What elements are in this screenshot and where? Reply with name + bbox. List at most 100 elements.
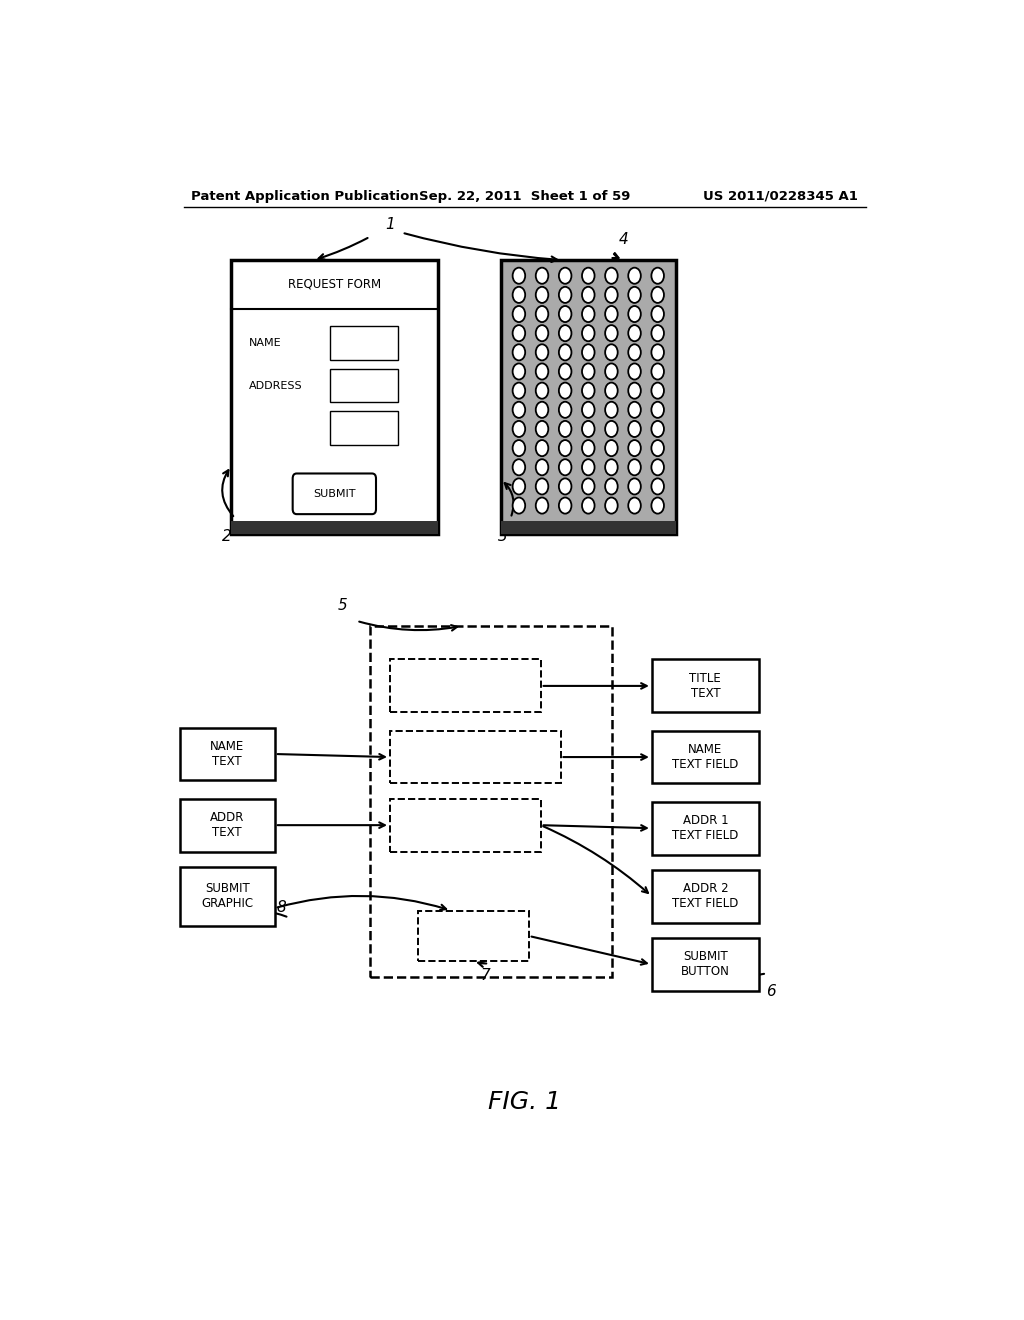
FancyBboxPatch shape <box>652 731 759 784</box>
FancyBboxPatch shape <box>231 260 437 535</box>
Circle shape <box>605 421 617 437</box>
Circle shape <box>536 459 548 475</box>
Circle shape <box>582 401 595 418</box>
Circle shape <box>605 383 617 399</box>
Text: ADDR 1
TEXT FIELD: ADDR 1 TEXT FIELD <box>672 814 738 842</box>
FancyBboxPatch shape <box>652 870 759 923</box>
Text: NAME: NAME <box>249 338 282 348</box>
Circle shape <box>605 401 617 418</box>
Text: ADDRESS: ADDRESS <box>249 380 302 391</box>
Circle shape <box>605 286 617 302</box>
Circle shape <box>513 459 525 475</box>
Circle shape <box>513 383 525 399</box>
Circle shape <box>559 345 571 360</box>
FancyBboxPatch shape <box>652 801 759 854</box>
Circle shape <box>605 345 617 360</box>
Circle shape <box>559 325 571 342</box>
Circle shape <box>629 268 641 284</box>
Circle shape <box>629 325 641 342</box>
Circle shape <box>605 459 617 475</box>
Circle shape <box>559 268 571 284</box>
Circle shape <box>582 498 595 513</box>
Circle shape <box>629 421 641 437</box>
FancyBboxPatch shape <box>501 521 676 535</box>
Circle shape <box>651 286 664 302</box>
Circle shape <box>513 306 525 322</box>
Text: SUBMIT
BUTTON: SUBMIT BUTTON <box>681 950 730 978</box>
Circle shape <box>582 286 595 302</box>
Circle shape <box>651 498 664 513</box>
Circle shape <box>582 421 595 437</box>
Circle shape <box>582 440 595 457</box>
Text: 2: 2 <box>222 529 232 544</box>
FancyBboxPatch shape <box>652 660 759 713</box>
Circle shape <box>559 498 571 513</box>
Circle shape <box>582 363 595 380</box>
Circle shape <box>536 363 548 380</box>
Circle shape <box>651 325 664 342</box>
Circle shape <box>536 440 548 457</box>
Circle shape <box>605 363 617 380</box>
Circle shape <box>536 421 548 437</box>
Text: REQUEST FORM: REQUEST FORM <box>288 279 381 290</box>
Text: SUBMIT
GRAPHIC: SUBMIT GRAPHIC <box>201 882 253 911</box>
FancyBboxPatch shape <box>331 368 397 403</box>
Circle shape <box>582 268 595 284</box>
Text: 1: 1 <box>385 216 395 232</box>
Circle shape <box>651 268 664 284</box>
FancyBboxPatch shape <box>293 474 376 515</box>
FancyBboxPatch shape <box>179 727 274 780</box>
Circle shape <box>559 478 571 495</box>
Circle shape <box>629 498 641 513</box>
Circle shape <box>629 306 641 322</box>
Circle shape <box>651 440 664 457</box>
FancyBboxPatch shape <box>331 412 397 445</box>
Circle shape <box>513 498 525 513</box>
FancyBboxPatch shape <box>179 867 274 925</box>
Circle shape <box>582 306 595 322</box>
Circle shape <box>629 383 641 399</box>
FancyBboxPatch shape <box>179 799 274 851</box>
Circle shape <box>629 345 641 360</box>
Circle shape <box>605 498 617 513</box>
Circle shape <box>536 306 548 322</box>
Circle shape <box>559 421 571 437</box>
Circle shape <box>651 345 664 360</box>
Circle shape <box>559 440 571 457</box>
Circle shape <box>513 421 525 437</box>
Circle shape <box>559 286 571 302</box>
Circle shape <box>559 383 571 399</box>
Circle shape <box>629 401 641 418</box>
Circle shape <box>629 440 641 457</box>
Circle shape <box>651 421 664 437</box>
Text: SUBMIT: SUBMIT <box>313 488 355 499</box>
Circle shape <box>536 325 548 342</box>
Text: ADDR 2
TEXT FIELD: ADDR 2 TEXT FIELD <box>672 882 738 911</box>
Circle shape <box>559 459 571 475</box>
Circle shape <box>629 286 641 302</box>
FancyBboxPatch shape <box>652 939 759 991</box>
Circle shape <box>651 401 664 418</box>
Text: Sep. 22, 2011  Sheet 1 of 59: Sep. 22, 2011 Sheet 1 of 59 <box>419 190 631 202</box>
Circle shape <box>536 478 548 495</box>
Circle shape <box>559 363 571 380</box>
Circle shape <box>513 268 525 284</box>
Circle shape <box>536 286 548 302</box>
Circle shape <box>513 363 525 380</box>
Circle shape <box>605 268 617 284</box>
Text: 6: 6 <box>766 985 776 999</box>
Circle shape <box>582 478 595 495</box>
Circle shape <box>582 325 595 342</box>
Text: NAME
TEXT: NAME TEXT <box>210 741 245 768</box>
Circle shape <box>605 440 617 457</box>
Circle shape <box>605 478 617 495</box>
Circle shape <box>536 268 548 284</box>
Circle shape <box>651 478 664 495</box>
Circle shape <box>582 383 595 399</box>
Circle shape <box>651 363 664 380</box>
Circle shape <box>536 401 548 418</box>
Text: 3: 3 <box>498 529 508 544</box>
Circle shape <box>513 286 525 302</box>
Circle shape <box>513 440 525 457</box>
FancyBboxPatch shape <box>331 326 397 359</box>
